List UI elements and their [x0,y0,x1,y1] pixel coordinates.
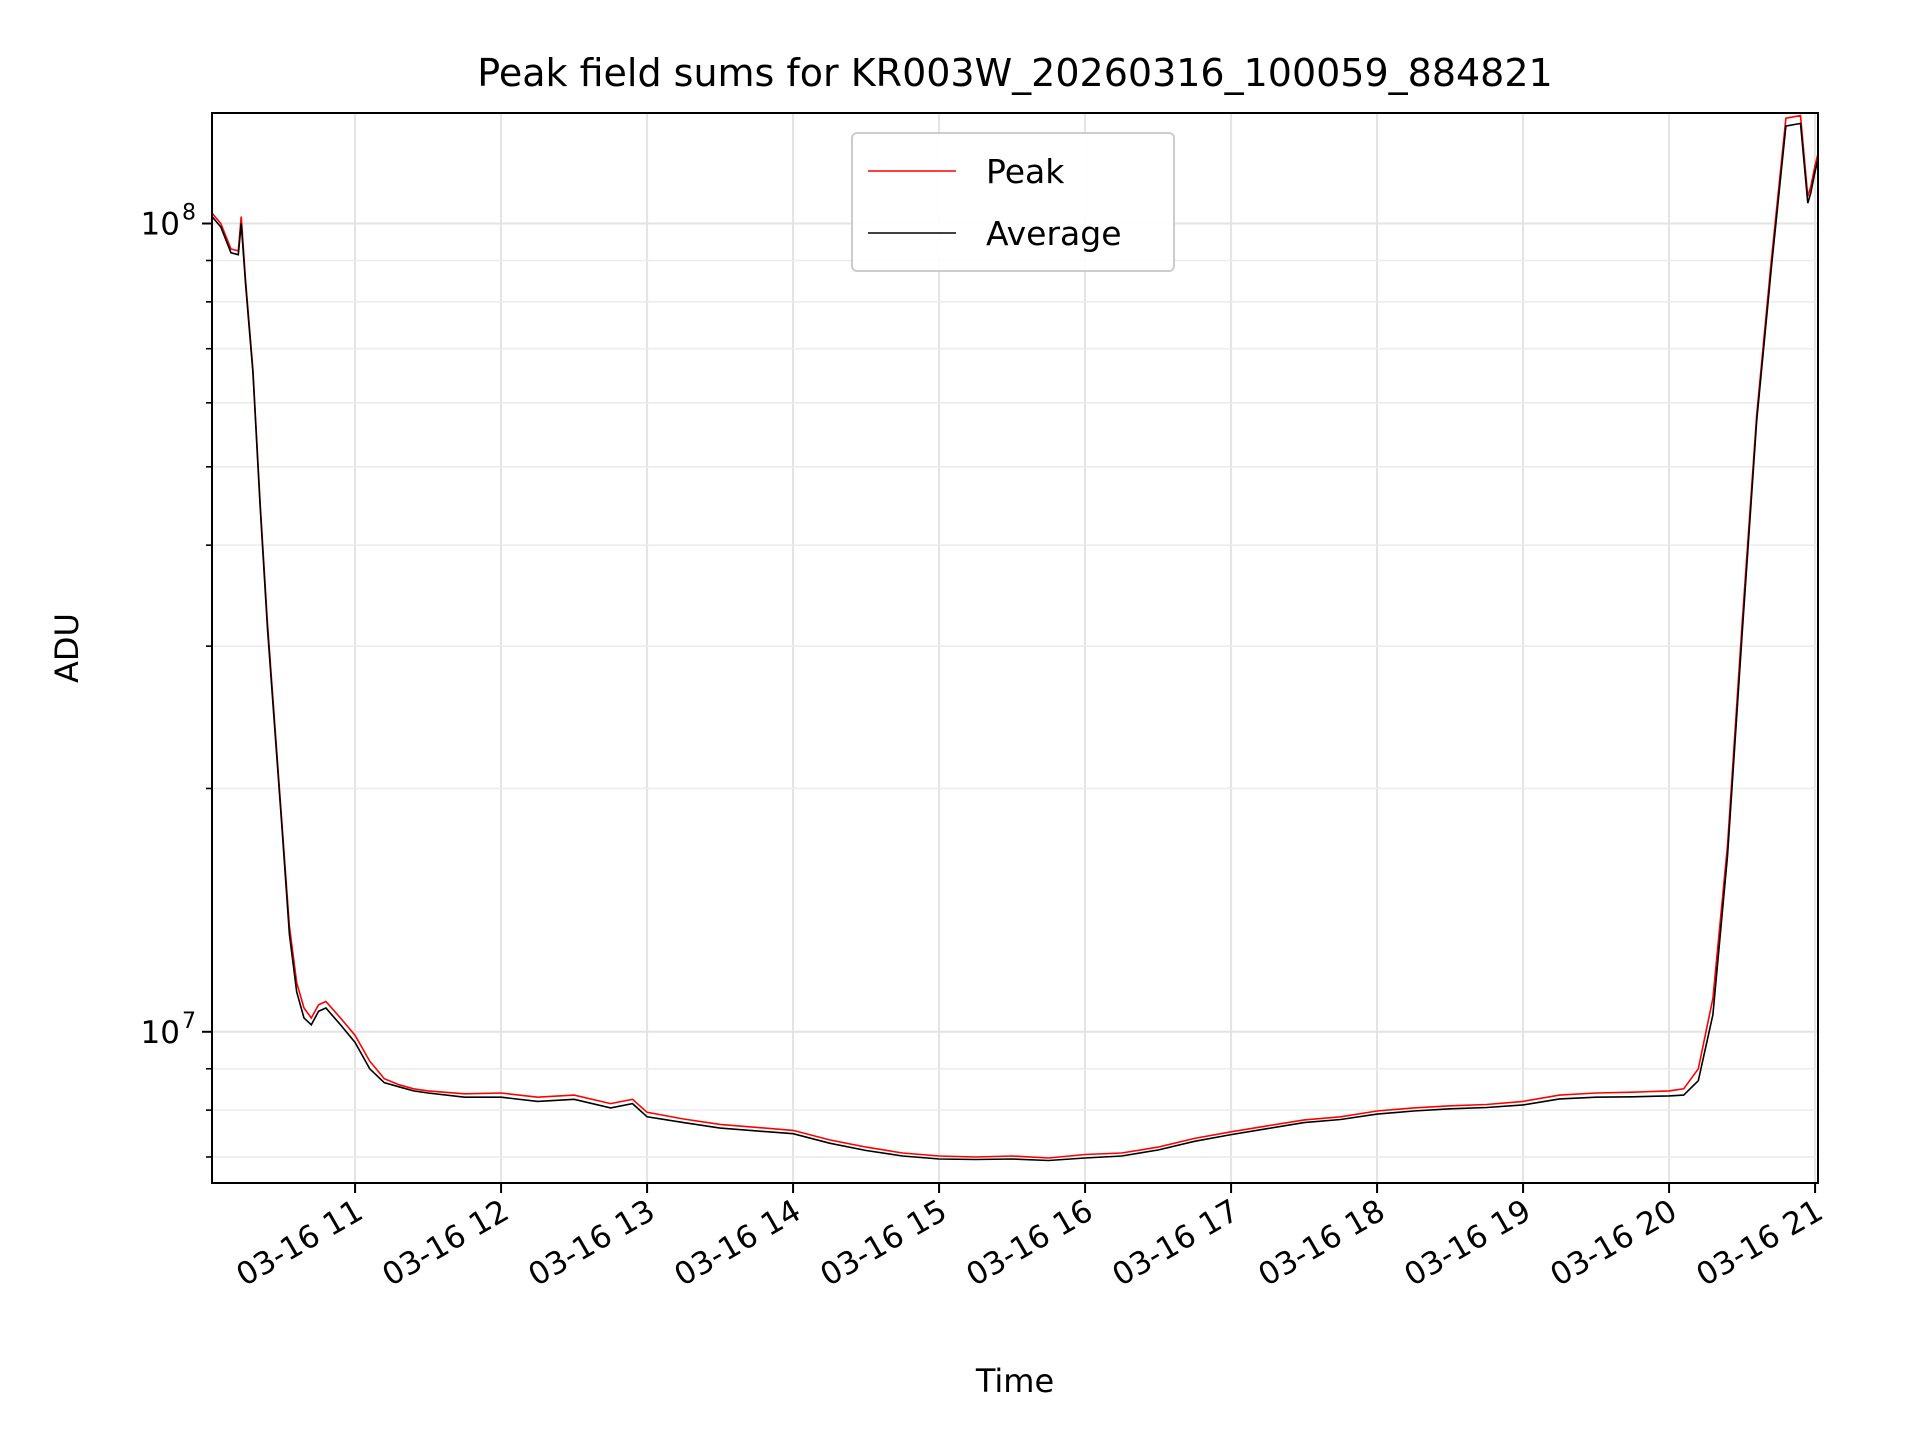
x-axis-label: Time [975,1362,1054,1400]
plot-frame [211,112,1819,1184]
series-layer [212,114,1818,1162]
legend[interactable]: Peak Average [851,132,1175,272]
y-axis-label: ADU [48,613,86,683]
y-tick-label: 10 [141,1015,180,1051]
legend-label-average: Average [986,214,1122,253]
chart-title: Peak field sums for KR003W_20260316_1000… [477,51,1552,95]
y-tick-exponent: 8 [182,201,196,226]
y-tick-exponent: 7 [182,1009,196,1034]
series-line-peak [212,114,1818,1159]
legend-box [851,132,1175,272]
series-line-average [212,122,1818,1162]
legend-label-peak: Peak [986,152,1065,191]
y-tick-label: 10 [141,207,180,243]
